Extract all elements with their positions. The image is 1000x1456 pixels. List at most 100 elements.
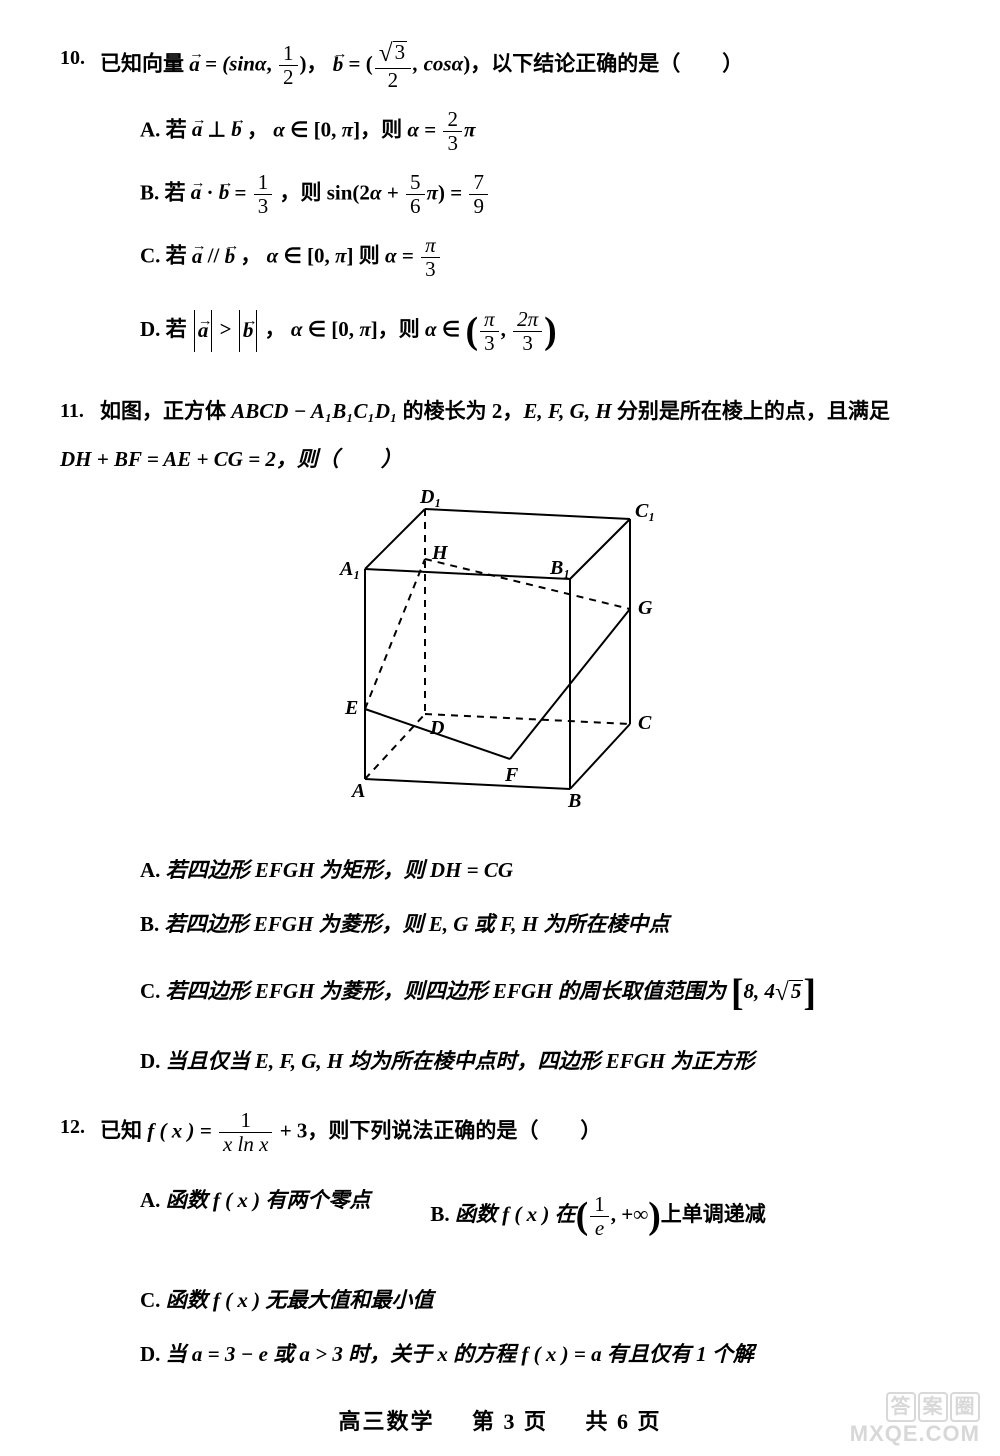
numerator: 1 xyxy=(219,1109,272,1133)
choice-c: C. 函数 f ( x ) 无最大值和最小值 xyxy=(140,1282,940,1320)
choice-label: D. xyxy=(140,1342,160,1366)
pi: π xyxy=(427,180,438,204)
text: ， xyxy=(247,117,268,141)
text: ， xyxy=(265,317,286,341)
label-a1: A₁ xyxy=(338,558,360,580)
text: 8, 4 xyxy=(744,979,776,1003)
fraction: π3 xyxy=(421,234,440,281)
text: ， xyxy=(240,244,261,268)
denominator: 3 xyxy=(421,258,440,281)
fraction: 1e xyxy=(590,1193,609,1240)
choices: A. 函数 f ( x ) 有两个零点 B. 函数 f ( x ) 在(1e, … xyxy=(60,1166,940,1374)
cube-svg: D₁ C₁ A₁ B₁ H G E C A B D F xyxy=(330,489,670,819)
problem-12-stem: 12. 已知 f ( x ) = 1x ln x + 3，则下列说法正确的是（ … xyxy=(60,1109,940,1156)
fraction: 56 xyxy=(406,171,425,218)
text: 若四边形 EFGH 为矩形，则 DH = CG xyxy=(166,858,513,882)
problem-10: 10. 已知向量 a = (sinα, 12)， b = (√32, cosα)… xyxy=(60,40,940,365)
problem-11: 11. 如图，正方体 ABCD − A₁B₁C₁D₁ 的棱长为 2，E, F, … xyxy=(60,393,940,1081)
choices: A. 若四边形 EFGH 为矩形，则 DH = CG B. 若四边形 EFGH … xyxy=(60,852,940,1081)
wm-char: 圈 xyxy=(950,1392,980,1422)
vector-a: a xyxy=(189,52,200,76)
lbracket: [ xyxy=(731,972,744,1014)
text: 的棱长为 2， xyxy=(397,399,523,423)
points: E, F, G, H xyxy=(523,399,611,423)
problem-11-stem: 11. 如图，正方体 ABCD − A₁B₁C₁D₁ 的棱长为 2，E, F, … xyxy=(60,393,940,431)
numerator: 1 xyxy=(590,1193,609,1217)
fraction: 1x ln x xyxy=(219,1109,272,1156)
eq: = xyxy=(419,117,441,141)
fx: f ( x ) = xyxy=(147,1119,217,1143)
choice-label: C. xyxy=(140,244,160,268)
denominator: 3 xyxy=(513,332,542,355)
numerator: 1 xyxy=(279,42,298,66)
stem-text: 已知 f ( x ) = 1x ln x + 3，则下列说法正确的是（ ） xyxy=(100,1109,940,1156)
alpha: α xyxy=(385,244,397,268)
denominator: 6 xyxy=(406,195,425,218)
text: ]，则 xyxy=(353,117,402,141)
page-footer: 高三数学 第 3 页 共 6 页 xyxy=(60,1404,940,1436)
rbracket: ] xyxy=(803,972,816,1014)
alpha: α xyxy=(255,52,267,76)
in: ∈ xyxy=(437,317,466,341)
choice-label: A. xyxy=(140,1188,160,1212)
denominator: 3 xyxy=(254,195,273,218)
text: 若 xyxy=(165,180,186,204)
watermark: 答 案 圈 MXQE.COM xyxy=(850,1392,980,1446)
numerator: 2 xyxy=(443,108,462,132)
wm-char: 案 xyxy=(918,1392,948,1422)
vector-b: b xyxy=(231,117,242,141)
numerator: 1 xyxy=(254,171,273,195)
text: 若 xyxy=(166,317,187,341)
choice-label: D. xyxy=(140,317,160,341)
denominator: 9 xyxy=(469,195,488,218)
stem-text: 如图，正方体 ABCD − A₁B₁C₁D₁ 的棱长为 2，E, F, G, H… xyxy=(100,393,940,431)
eq: = xyxy=(235,180,252,204)
numerator: 7 xyxy=(469,171,488,195)
fraction: 2π3 xyxy=(513,308,542,355)
choice-label: B. xyxy=(430,1202,449,1226)
text: 函数 f ( x ) 有两个零点 xyxy=(166,1188,371,1212)
text: )， xyxy=(300,52,328,76)
text: ]，则 xyxy=(371,317,420,341)
alpha: α xyxy=(425,317,437,341)
choice-d: D. 当 a = 3 − e 或 a > 3 时，关于 x 的方程 f ( x … xyxy=(140,1336,940,1374)
choice-label: D. xyxy=(140,1049,160,1073)
problem-number: 11. xyxy=(60,393,100,429)
text: , cos xyxy=(413,52,452,76)
numerator: 5 xyxy=(406,171,425,195)
pi: π xyxy=(359,317,370,341)
text: 若 xyxy=(166,117,187,141)
choice-b: B. 若 a · b = 13 ，则 sin(2α + 56π) = 79 xyxy=(140,171,940,218)
denominator: e xyxy=(590,1217,609,1240)
radicand: 3 xyxy=(393,41,408,63)
abs: a xyxy=(194,310,213,352)
lparen: ( xyxy=(576,1195,589,1237)
text: 分别是所在棱上的点，且满足 xyxy=(612,399,890,423)
alpha: α xyxy=(407,117,419,141)
abs: b xyxy=(239,310,258,352)
choice-label: A. xyxy=(140,117,160,141)
label-b1: B₁ xyxy=(549,557,570,579)
label-a: A xyxy=(350,780,365,802)
choice-row: A. 函数 f ( x ) 有两个零点 B. 函数 f ( x ) 在(1e, … xyxy=(140,1166,940,1266)
text: + 3，则下列说法正确的是（ ） xyxy=(274,1119,601,1143)
text: ] 则 xyxy=(346,244,379,268)
eq: = xyxy=(397,244,419,268)
radicand: 5 xyxy=(789,980,804,1002)
choice-b: B. 函数 f ( x ) 在(1e, +∞)上单调递减 xyxy=(430,1182,765,1250)
text: 函数 f ( x ) 无最大值和最小值 xyxy=(166,1288,434,1312)
text: ∈ [0, xyxy=(285,117,342,141)
label-d1: D₁ xyxy=(419,489,441,508)
alpha: α xyxy=(452,52,464,76)
label-c: C xyxy=(638,712,652,734)
text: 如图，正方体 xyxy=(100,399,231,423)
vector-a: a xyxy=(192,244,203,268)
text: ，则 sin(2 xyxy=(280,180,370,204)
fraction: π3 xyxy=(480,308,499,355)
problem-10-stem: 10. 已知向量 a = (sinα, 12)， b = (√32, cosα)… xyxy=(60,40,940,92)
choice-c: C. 若四边形 EFGH 为菱形，则四边形 EFGH 的周长取值范围为 [8, … xyxy=(140,959,940,1027)
perp: ⊥ xyxy=(208,117,232,141)
page: 10. 已知向量 a = (sinα, 12)， b = (√32, cosα)… xyxy=(0,0,1000,1456)
label-e: E xyxy=(344,697,358,719)
cube-name: ABCD − A₁B₁C₁D₁ xyxy=(231,399,397,423)
